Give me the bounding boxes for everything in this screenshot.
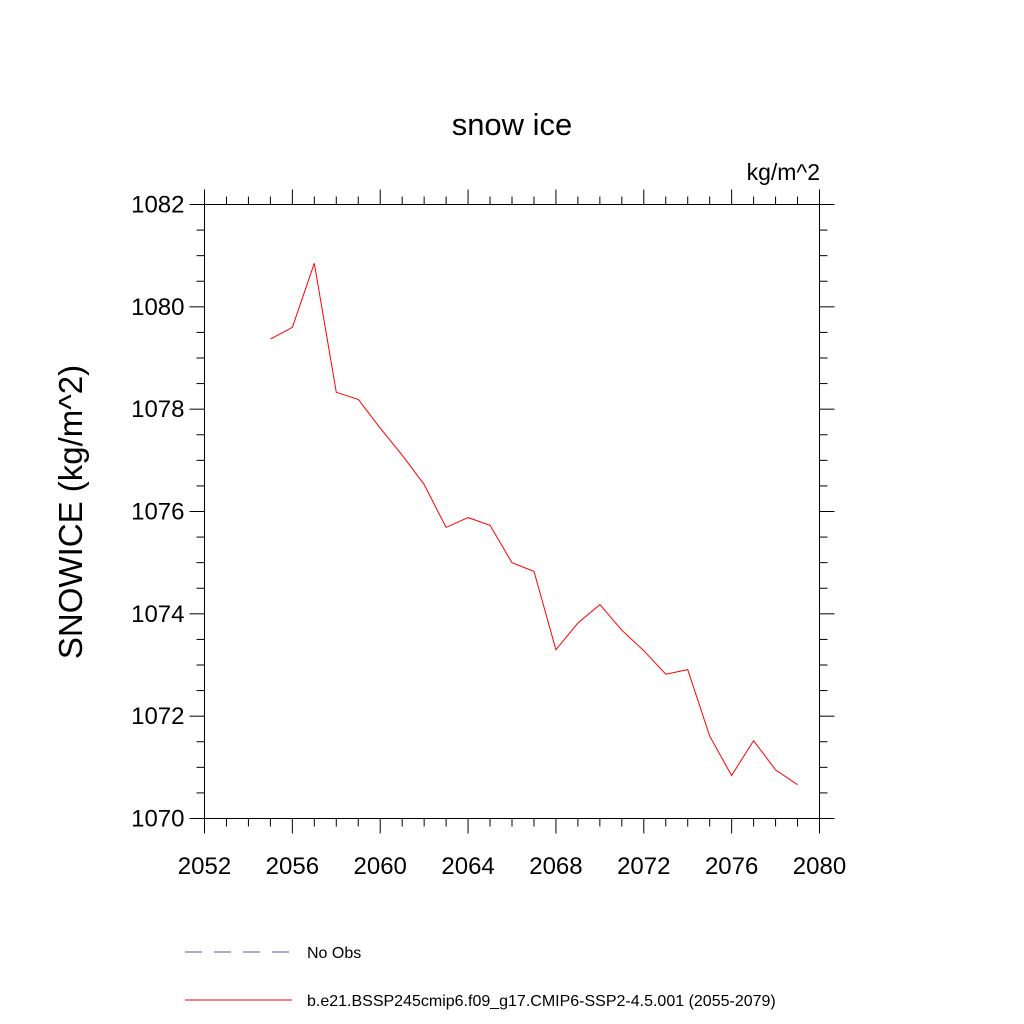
y-axis-label: SNOWICE (kg/m^2) bbox=[52, 365, 89, 659]
x-tick-label: 2068 bbox=[529, 853, 582, 880]
x-tick-label: 2076 bbox=[705, 853, 758, 880]
y-tick-label: 1070 bbox=[131, 806, 184, 833]
chart-title: snow ice bbox=[452, 107, 573, 142]
x-tick-label: 2052 bbox=[178, 853, 231, 880]
legend: No Obs b.e21.BSSP245cmip6.f09_g17.CMIP6-… bbox=[185, 945, 776, 1010]
plot-frame bbox=[204, 204, 820, 819]
x-tick-label: 2056 bbox=[266, 853, 319, 880]
legend-label-model: b.e21.BSSP245cmip6.f09_g17.CMIP6-SSP2-4.… bbox=[307, 993, 776, 1010]
legend-label-no-obs: No Obs bbox=[307, 945, 361, 962]
y-axis: 1070 1072 1074 1076 1078 1080 1082 bbox=[131, 192, 835, 833]
y-tick-label: 1082 bbox=[131, 192, 184, 219]
series-line bbox=[270, 263, 798, 786]
x-tick-label: 2080 bbox=[793, 853, 846, 880]
x-tick-label: 2072 bbox=[617, 853, 670, 880]
units-label: kg/m^2 bbox=[747, 159, 820, 185]
y-tick-label: 1074 bbox=[131, 601, 184, 628]
x-tick-label: 2064 bbox=[441, 853, 494, 880]
x-tick-label: 2060 bbox=[354, 853, 407, 880]
y-tick-label: 1078 bbox=[131, 396, 184, 423]
y-tick-label: 1076 bbox=[131, 499, 184, 526]
y-tick-label: 1072 bbox=[131, 703, 184, 730]
series-layer bbox=[270, 263, 798, 786]
y-tick-label: 1080 bbox=[131, 294, 184, 321]
x-axis: 2052 2056 2060 2064 2068 2072 2076 2080 bbox=[178, 189, 846, 880]
